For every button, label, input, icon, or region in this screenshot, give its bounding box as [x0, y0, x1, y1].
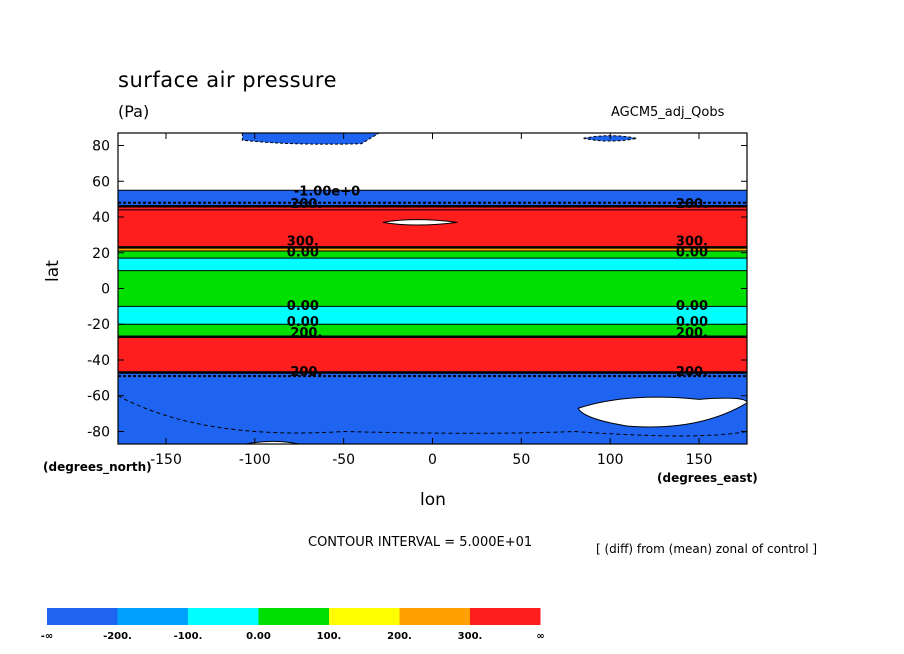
contour-band: [118, 324, 747, 337]
contour-band: [118, 270, 747, 307]
run-label: AGCM5_adj_Qobs: [611, 105, 725, 120]
contour-line: [117, 395, 748, 437]
legend-label: -200.: [103, 631, 132, 642]
legend-swatch: [329, 608, 400, 625]
white-patch-mid: [382, 219, 458, 226]
contour-label: 0.00: [676, 245, 708, 260]
y-tick-label: 80: [92, 139, 110, 155]
legend-swatch: [188, 608, 259, 625]
contour-band: [118, 209, 747, 248]
x-tick-label: -50: [332, 452, 355, 468]
y-axis-label: lat: [43, 260, 63, 282]
contour-label: 0.00: [676, 299, 708, 314]
contour-label: 0.00: [287, 245, 319, 260]
contour-label: 0.00: [287, 315, 319, 330]
x-tick-label: -100: [239, 452, 271, 468]
contour-label: -1.00e+0: [294, 185, 360, 200]
contour-label: 200.: [290, 197, 322, 212]
legend-swatch: [117, 608, 188, 625]
legend-label: 100.: [317, 631, 342, 642]
legend-label: 0.00: [246, 631, 271, 642]
legend-label: 200.: [387, 631, 412, 642]
y-tick-label: -80: [87, 424, 110, 440]
legend-swatch: [47, 608, 118, 625]
x-tick-label: 100: [597, 452, 624, 468]
chart-title: surface air pressure: [118, 68, 338, 92]
blue-patch-north: [241, 132, 381, 145]
contour-label: 200.: [676, 197, 708, 212]
y-tick-label: 20: [92, 246, 110, 262]
y-tick-label: -40: [87, 353, 110, 369]
y-axis-unit: (degrees_north): [43, 460, 152, 474]
contour-band: [118, 190, 747, 207]
x-tick-label: 50: [512, 452, 530, 468]
contour-label: 0.00: [287, 299, 319, 314]
contour-band: [118, 133, 747, 191]
x-tick-label: -150: [150, 452, 182, 468]
contour-label: 300.: [676, 235, 708, 250]
x-axis-unit: (degrees_east): [657, 471, 758, 485]
y-tick-label: 0: [101, 282, 110, 298]
legend-swatch: [258, 608, 329, 625]
legend-label: -∞: [41, 631, 53, 642]
contour-band: [118, 306, 747, 325]
x-axis-label: lon: [420, 490, 446, 510]
contour-band: [118, 206, 747, 210]
chart-units: (Pa): [118, 102, 150, 121]
y-tick-label: 60: [92, 174, 110, 190]
y-tick-label: -20: [87, 317, 110, 333]
diff-note: [ (diff) from (mean) zonal of control ]: [596, 542, 818, 556]
legend-swatch: [399, 608, 470, 625]
legend-label: 300.: [458, 631, 483, 642]
contour-label: 200.: [290, 326, 322, 341]
contour-label: 0.00: [676, 315, 708, 330]
contour-label: 200.: [290, 365, 322, 380]
contour-band: [118, 247, 747, 251]
contour-label: 200.: [676, 365, 708, 380]
legend-swatch: [470, 608, 541, 625]
legend-label: ∞: [536, 631, 544, 642]
contour-interval-text: CONTOUR INTERVAL = 5.000E+01: [308, 535, 533, 550]
contour-band: [118, 336, 747, 373]
contour-label: 300.: [287, 235, 319, 250]
x-tick-label: 0: [428, 452, 437, 468]
contour-label: 200.: [676, 326, 708, 341]
color-legend: -∞ -200. -100. 0.00 100. 200. 300. ∞: [41, 608, 545, 642]
contour-band: [118, 258, 747, 271]
y-tick-label: -60: [87, 389, 110, 405]
y-tick-label: 40: [92, 210, 110, 226]
x-tick-label: 150: [686, 452, 713, 468]
legend-label: -100.: [174, 631, 203, 642]
contour-band: [118, 250, 747, 259]
